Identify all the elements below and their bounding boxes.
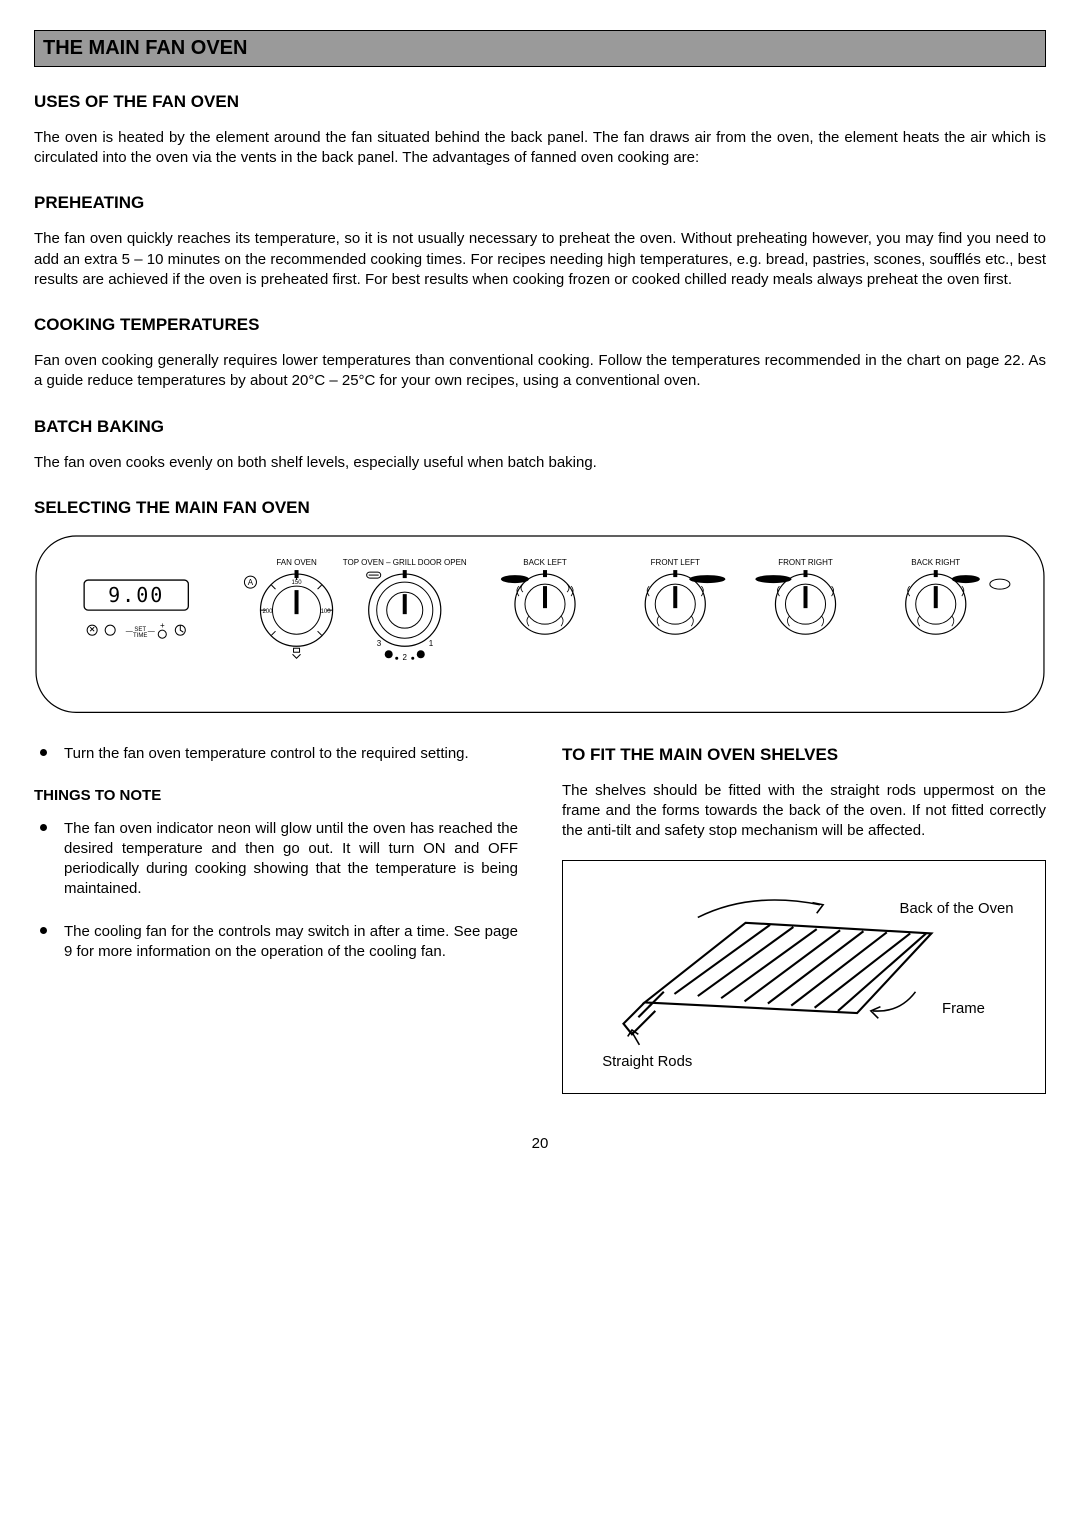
svg-text:TIME: TIME [133,633,147,639]
things-to-note-heading: THINGS TO NOTE [34,786,518,806]
svg-text:BACK LEFT: BACK LEFT [523,558,567,567]
heading-temps: COOKING TEMPERATURES [34,314,1046,337]
body-batch: The fan oven cooks evenly on both shelf … [34,453,1046,473]
svg-text:FAN OVEN: FAN OVEN [276,558,317,567]
right-column: TO FIT THE MAIN OVEN SHELVES The shelves… [562,744,1046,1094]
heading-preheating: PREHEATING [34,192,1046,215]
svg-text:FRONT LEFT: FRONT LEFT [651,558,700,567]
svg-text:—: — [148,628,155,635]
grill-knob: TOP OVEN – GRILL DOOR OPEN 3 2 1 [343,558,467,662]
body-uses: The oven is heated by the element around… [34,128,1046,169]
svg-text:3: 3 [377,639,382,648]
heading-selecting: SELECTING THE MAIN FAN OVEN [34,497,1046,520]
svg-text:9.00: 9.00 [108,583,164,607]
body-fit-shelves: The shelves should be fitted with the st… [562,781,1046,842]
two-column-layout: Turn the fan oven temperature control to… [34,744,1046,1094]
svg-text:Straight Rods: Straight Rods [602,1054,692,1070]
left-column: Turn the fan oven temperature control to… [34,744,518,1094]
heading-uses: USES OF THE FAN OVEN [34,91,1046,114]
svg-text:2: 2 [403,653,408,662]
svg-text:Back of the Oven: Back of the Oven [900,901,1014,917]
shelf-diagram: Back of the Oven Straight Rods Frame [562,860,1046,1094]
svg-text:100: 100 [321,609,332,615]
svg-text:A: A [248,578,254,587]
bullet-cooling-fan: The cooling fan for the controls may swi… [34,922,518,963]
svg-text:—: — [126,628,133,635]
control-panel-diagram: 9.00 — SET TIME — + A FAN OVEN [34,534,1046,714]
page-number: 20 [34,1134,1046,1154]
heading-fit-shelves: TO FIT THE MAIN OVEN SHELVES [562,744,1046,767]
svg-text:150: 150 [292,580,303,586]
heading-batch: BATCH BAKING [34,416,1046,439]
fan-oven-knob: FAN OVEN 150 200 100 [260,558,332,658]
svg-text:1: 1 [429,639,434,648]
body-temps: Fan oven cooking generally requires lowe… [34,351,1046,392]
page-title-bar: THE MAIN FAN OVEN [34,30,1046,67]
svg-text:Frame: Frame [942,1001,985,1017]
svg-text:+: + [160,621,165,630]
svg-text:BACK RIGHT: BACK RIGHT [911,558,960,567]
svg-text:TOP OVEN – GRILL DOOR OPEN: TOP OVEN – GRILL DOOR OPEN [343,558,467,567]
bullet-turn-control: Turn the fan oven temperature control to… [34,744,518,764]
hob-knobs: BACK LEFT FRONT LEFT FRON [501,558,1010,634]
svg-text:FRONT RIGHT: FRONT RIGHT [778,558,833,567]
svg-text:200: 200 [262,609,273,615]
body-preheating: The fan oven quickly reaches its tempera… [34,229,1046,290]
bullet-neon: The fan oven indicator neon will glow un… [34,819,518,900]
page-title: THE MAIN FAN OVEN [43,37,247,59]
clock-module: 9.00 — SET TIME — + [84,580,188,639]
